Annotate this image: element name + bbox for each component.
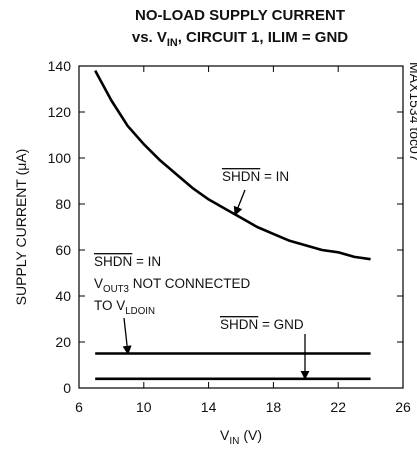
x-tick-label: 22: [330, 399, 346, 415]
y-tick-label: 0: [63, 380, 71, 396]
y-axis-label: SUPPLY CURRENT (μA): [13, 149, 29, 306]
text-part: SHDN: [94, 254, 132, 269]
y-tick-label: 20: [55, 334, 71, 350]
x-tick-label: 6: [75, 399, 83, 415]
text-part: = GND: [258, 317, 304, 332]
x-tick-label: 10: [136, 399, 152, 415]
text-part: TO V: [94, 298, 125, 313]
y-tick-label: 120: [48, 104, 72, 120]
x-tick-label: 26: [395, 399, 411, 415]
side-note: MAX1534 toc07: [407, 62, 417, 162]
text-part: = IN: [132, 254, 161, 269]
x-tick-label: 14: [201, 399, 217, 415]
x-axis-label: VIN (V): [220, 427, 262, 447]
y-tick-label: 40: [55, 288, 71, 304]
annotation: SHDN = IN: [94, 254, 161, 269]
plot-frame: [78, 65, 404, 389]
chart-title: NO-LOAD SUPPLY CURRENT: [135, 7, 345, 24]
text-part: IN: [167, 37, 178, 49]
arrow: [233, 189, 246, 216]
annotation: SHDN = GND: [220, 317, 304, 332]
text-part: SHDN: [222, 169, 260, 184]
text-part: (V): [239, 427, 262, 443]
y-tick-label: 60: [55, 242, 71, 258]
text-part: , CIRCUIT 1, ILIM = GND: [178, 29, 349, 46]
chart-subtitle: vs. VIN, CIRCUIT 1, ILIM = GND: [132, 29, 348, 49]
text-part: vs. V: [132, 29, 167, 46]
text-part: OUT3: [103, 284, 129, 295]
text-part: V: [94, 276, 103, 291]
text-part: IN: [229, 436, 239, 447]
text-part: NOT CONNECTED: [129, 276, 251, 291]
y-tick-label: 140: [48, 58, 72, 74]
text-part: LDOIN: [125, 306, 155, 317]
text-part: V: [220, 427, 230, 443]
annotation: SHDN = IN: [222, 169, 289, 184]
arrow: [122, 317, 132, 355]
annotation: VOUT3 NOT CONNECTED: [94, 276, 250, 295]
x-tick-label: 18: [266, 399, 282, 415]
text-part: = IN: [260, 169, 289, 184]
annotation: TO VLDOIN: [94, 298, 155, 317]
y-tick-label: 100: [48, 150, 72, 166]
y-tick-label: 80: [55, 196, 71, 212]
text-part: SHDN: [220, 317, 258, 332]
series-line: [94, 69, 371, 261]
